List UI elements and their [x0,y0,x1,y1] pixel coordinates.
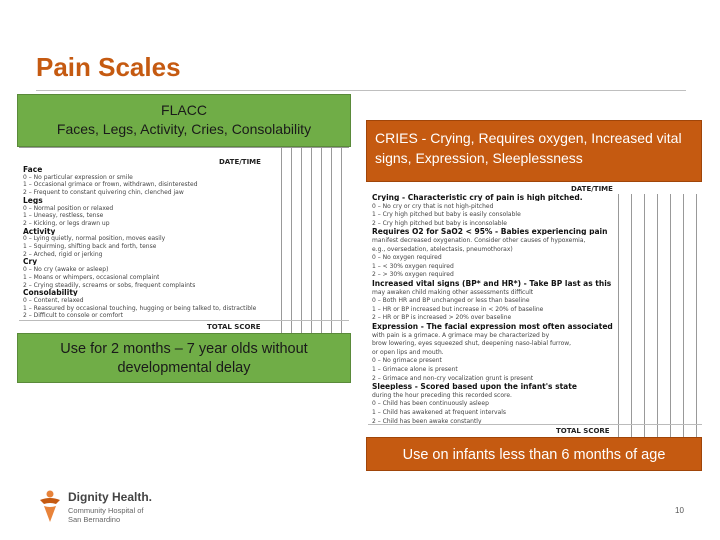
flacc-form-row: 1 – Occasional grimace or frown, withdra… [23,181,198,189]
flacc-form-row: 0 – Normal position or relaxed [23,204,114,212]
cries-form-row: or open lips and mouth. [372,348,444,356]
flacc-age-note-text: Use for 2 months – 7 year olds without d… [60,341,308,376]
title-divider [36,90,686,91]
slide-title: Pain Scales [36,52,181,82]
flacc-form-row: Cry [23,258,38,266]
flacc-form-row: Legs [23,196,43,204]
cries-form-row: 1 – < 30% oxygen required [372,262,454,270]
cries-form-row: 1 – Child has awakened at frequent inter… [372,409,507,416]
flacc-form-row: 0 – Lying quietly, normal position, move… [23,235,166,243]
cries-form-row: 0 – Child has been continuously asleep [372,400,489,408]
flacc-grid-column [341,148,342,335]
flacc-form-row: 2 – Kicking, or legs drawn up [23,219,110,227]
page-number: 10 [675,506,684,515]
cries-total-divider [368,424,702,425]
cries-form-row: during the hour preceding this recorded … [372,391,512,399]
cries-age-note: Use on infants less than 6 months of age [366,437,702,471]
flacc-grid-column [281,148,282,335]
cries-grid-column [618,194,619,438]
flacc-form-row: 0 – No particular expression or smile [23,173,133,181]
flacc-form-row: 0 – Content, relaxed [23,296,84,304]
cries-form-row: 0 – Both HR and BP unchanged or less tha… [372,297,530,305]
dignity-health-logo: Dignity Health. Community Hospital of Sa… [36,488,166,528]
cries-form-row: Sleepless - Scored based upon the infant… [372,383,577,391]
flacc-grid-column [321,148,322,335]
cries-grid-column [696,194,697,438]
flacc-assessment-form: DATE/TIME TOTAL SCORE Face 0 – No particu… [19,147,349,335]
cries-grid-column [631,194,632,438]
logo-name: Dignity Health. [68,490,153,504]
cries-total-score-label: TOTAL SCORE [556,427,610,435]
cries-form-row: Crying - Characteristic cry of pain is h… [372,194,583,201]
flacc-form-row: 2 – Frequent to constant quivering chin,… [23,189,184,197]
cries-form-row: Requires O2 for SaO2 < 95% - Babies expe… [372,228,608,236]
flacc-header: FLACC Faces, Legs, Activity, Cries, Cons… [17,94,351,147]
cries-form-row: 0 – No cry or cry that is not high-pitch… [372,202,494,210]
cries-form-row: 2 – Cry high pitched but baby is inconso… [372,219,507,227]
flacc-total-divider [19,320,349,321]
flacc-date-time-label: DATE/TIME [219,158,261,166]
flacc-form-row: Activity [23,227,56,235]
cries-form-row: 2 – Grimace and non-cry vocalization gru… [372,374,534,382]
cries-grid-column [683,194,684,438]
cries-form-row: 1 – Cry high pitched but baby is easily … [372,211,521,219]
flacc-header-title: FLACC [161,102,207,118]
cries-form-row: e.g., oversedation, atelectasis, pneumot… [372,245,513,253]
cries-assessment-form: DATE/TIME TOTAL SCORE Crying - Character… [368,182,702,438]
flacc-form-row: Consolability [23,289,78,297]
flacc-form-row: 2 – Difficult to console or comfort [23,312,123,320]
cries-form-row: 2 – HR or BP is increased > 20% over bas… [372,314,512,322]
cries-grid-column [657,194,658,438]
flacc-form-row: 1 – Uneasy, restless, tense [23,212,104,220]
cries-form-row: with pain is a grimace. A grimace may be… [372,331,550,339]
cries-form-row: 2 – Child has been awake constantly [372,417,482,425]
flacc-form-row: Face [23,166,43,173]
flacc-form-row: 1 – Squirming, shifting back and forth, … [23,243,157,250]
flacc-form-row: 1 – Reassured by occasional touching, hu… [23,304,257,312]
flacc-total-score-label: TOTAL SCORE [207,323,261,331]
cries-form-row: manifest decreased oxygenation. Consider… [372,237,586,244]
cries-form-row: 1 – HR or BP increased but increase in <… [372,305,544,313]
cries-form-row: 1 – Grimace alone is present [372,366,458,373]
cries-form-row: 0 – No oxygen required [372,254,442,262]
logo-line1: Community Hospital of [68,506,144,515]
flacc-header-subtitle: Faces, Legs, Activity, Cries, Consolabil… [56,121,312,137]
flacc-form-row: 1 – Moans or whimpers, occasional compla… [23,273,160,281]
flacc-grid-column [291,148,292,335]
cries-header-text: CRIES - Crying, Requires oxygen, Increas… [375,130,682,166]
cries-header: CRIES - Crying, Requires oxygen, Increas… [366,120,702,182]
flacc-form-row: 2 – Arched, rigid or jerking [23,250,103,258]
cries-form-row: brow lowering, eyes squeezed shut, deepe… [372,340,572,348]
cries-age-note-text: Use on infants less than 6 months of age [402,447,666,463]
flacc-grid-column [331,148,332,335]
cries-form-row: 2 – > 30% oxygen required [372,271,454,279]
flacc-age-note: Use for 2 months – 7 year olds without d… [17,333,351,383]
cries-form-row: 0 – No grimace present [372,357,442,365]
cries-form-row: Increased vital signs (BP* and HR*) - Ta… [372,280,612,287]
dignity-health-icon [40,490,60,522]
cries-grid-column [670,194,671,438]
flacc-form-row: 2 – Crying steadily, screams or sobs, fr… [23,281,196,289]
flacc-form-row: 0 – No cry (awake or asleep) [23,266,109,274]
flacc-grid-column [301,148,302,335]
cries-form-row: Expression - The facial expression most … [372,323,613,330]
logo-line2: San Bernardino [68,515,121,524]
cries-form-row: may awaken child making other assessment… [372,288,534,296]
cries-date-time-label: DATE/TIME [571,185,613,193]
cries-grid-column [644,194,645,438]
flacc-grid-column [311,148,312,335]
